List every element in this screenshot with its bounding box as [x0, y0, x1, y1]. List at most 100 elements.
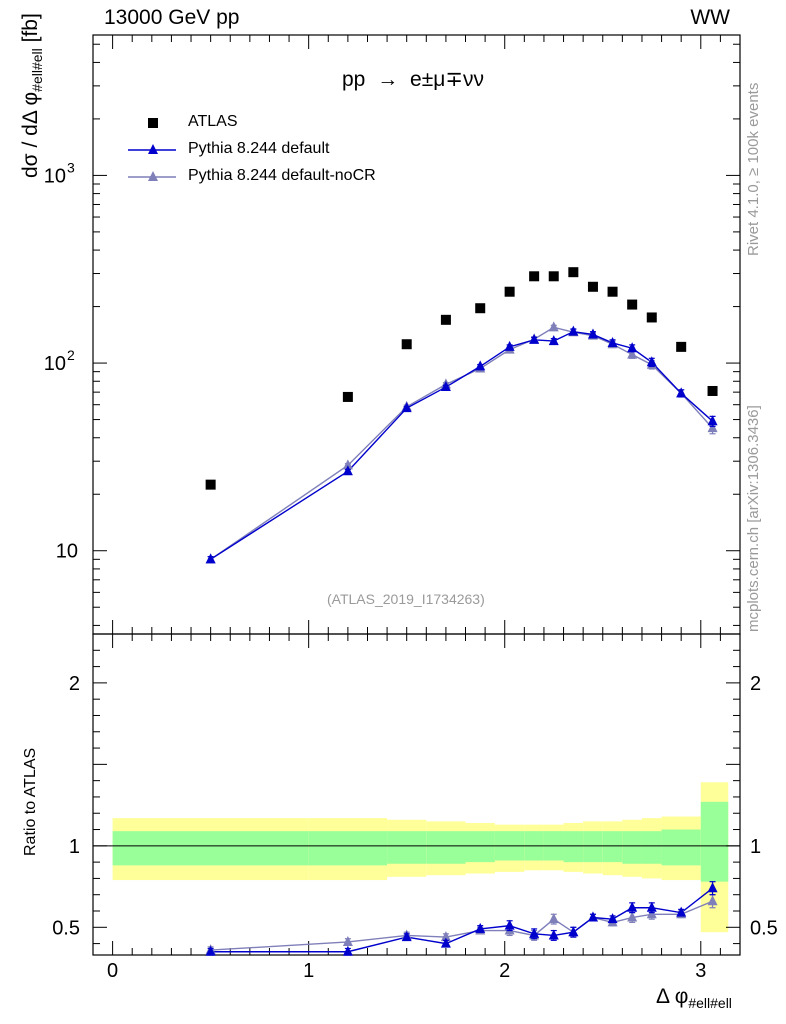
x-label-sub: #ell#ell: [688, 995, 732, 1012]
default-ratio-point: [504, 919, 515, 930]
atlas-point: [475, 303, 486, 314]
default-main-line: [210, 330, 714, 560]
nocr-ratio-point: [548, 913, 559, 924]
default-ratio-point: [627, 901, 638, 912]
ratio-y-tick-label-right: 2: [750, 673, 761, 695]
legend-atlas-label: ATLAS: [188, 113, 238, 130]
band-inner-bin: [641, 831, 662, 864]
default-ratio-point: [607, 913, 618, 924]
atlas-point: [587, 281, 598, 292]
nocr-ratio-point: [646, 908, 657, 919]
ratio-y-tick-label-right: 0.5: [750, 917, 778, 939]
default-main-point: [707, 415, 718, 426]
band-inner-bin: [426, 831, 466, 864]
nocr-ratio-point: [707, 895, 718, 906]
band-inner-bin: [700, 801, 729, 882]
default-ratio-point: [342, 945, 353, 956]
default-main-point: [607, 336, 618, 347]
nocr-ratio-point: [440, 931, 451, 942]
default-main-point: [646, 356, 657, 367]
default-ratio-point: [676, 906, 687, 917]
atlas-point: [646, 312, 657, 323]
default-ratio-point: [440, 937, 451, 948]
atlas-point: [440, 314, 451, 325]
band-inner-bin: [112, 831, 309, 866]
nocr-main-point: [342, 459, 353, 470]
x-tick-label: 3: [695, 960, 706, 982]
default-main-point: [587, 328, 598, 339]
default-ratio-point: [401, 931, 412, 942]
x-label-text: Δ φ: [656, 985, 689, 1008]
atlas-point: [342, 391, 353, 402]
nocr-main-point: [707, 422, 718, 433]
nocr-ratio-line: [210, 900, 713, 951]
nocr-ratio-point: [627, 911, 638, 922]
atlas-point: [707, 385, 718, 396]
default-main-point: [440, 381, 451, 392]
atlas-point: [607, 286, 618, 297]
ratio-y-tick-label-left: 0.5: [52, 917, 80, 939]
process-title: pp → e±μ∓νν: [342, 67, 484, 92]
atlas-point: [548, 271, 559, 282]
atlas-point: [504, 286, 515, 297]
x-tick-label: 2: [499, 960, 510, 982]
energy-label: 13000 GeV pp: [104, 6, 240, 29]
process-base: pp: [342, 68, 366, 91]
atlas-point: [205, 479, 216, 490]
nocr-ratio-point: [342, 935, 353, 946]
band-inner-bin: [622, 831, 642, 864]
default-main-point: [205, 553, 216, 564]
default-main-point: [401, 402, 412, 413]
atlas-point: [401, 339, 412, 350]
default-main-point: [548, 335, 559, 346]
main-y-tick-exponent: 2: [67, 347, 75, 363]
default-main-point: [676, 387, 687, 398]
band-inner-bin: [387, 831, 427, 864]
main-y-tick-exponent: 3: [67, 159, 75, 175]
process-tag: WW: [690, 6, 730, 29]
nocr-main-point: [548, 321, 559, 332]
band-inner-bin: [602, 831, 623, 863]
default-ratio-point: [587, 911, 598, 922]
plot-frames: [92, 34, 741, 956]
atlas-point: [529, 271, 540, 282]
ratio-panel-frame: [92, 633, 741, 956]
band-inner-bin: [465, 831, 495, 863]
process-final: e±μ∓νν: [410, 68, 484, 91]
default-main-point: [529, 333, 540, 344]
nocr-main-point: [627, 348, 638, 359]
atlas-point: [568, 267, 579, 278]
default-main-point: [342, 465, 353, 476]
band-inner-bin: [308, 831, 388, 866]
band-inner-bin: [661, 829, 701, 866]
default-ratio-point: [205, 945, 216, 956]
x-tick-label: 0: [107, 960, 118, 982]
default-main-point: [475, 360, 486, 371]
default-ratio-line: [210, 887, 713, 953]
atlas-point: [676, 341, 687, 352]
nocr-main-line: [210, 326, 714, 560]
default-ratio-point: [646, 901, 657, 912]
default-ratio-point: [529, 927, 540, 938]
ratio-y-tick-label-right: 1: [750, 836, 761, 858]
ratio-y-tick-label-left: 1: [69, 836, 80, 858]
main-y-tick-label: 10: [44, 165, 66, 187]
process-arrow: →: [377, 68, 399, 91]
band-inner-bin: [563, 831, 584, 863]
x-axis-label: Δ φ#ell#ell: [656, 985, 732, 1011]
default-ratio-point: [548, 929, 559, 940]
default-ratio-point: [568, 926, 579, 937]
default-main-point: [568, 325, 579, 336]
data-series: [205, 267, 718, 956]
default-ratio-point: [707, 882, 718, 893]
atlas-point: [627, 299, 638, 310]
band-inner-bin: [583, 831, 603, 863]
ratio-y-tick-label-left: 2: [69, 673, 80, 695]
main-y-tick-label: 10: [56, 541, 78, 563]
analysis-id: (ATLAS_2019_I1734263): [327, 591, 485, 607]
main-panel-frame: [92, 34, 741, 635]
main-y-tick-label: 10: [44, 353, 66, 375]
x-tick-label: 1: [303, 960, 314, 982]
